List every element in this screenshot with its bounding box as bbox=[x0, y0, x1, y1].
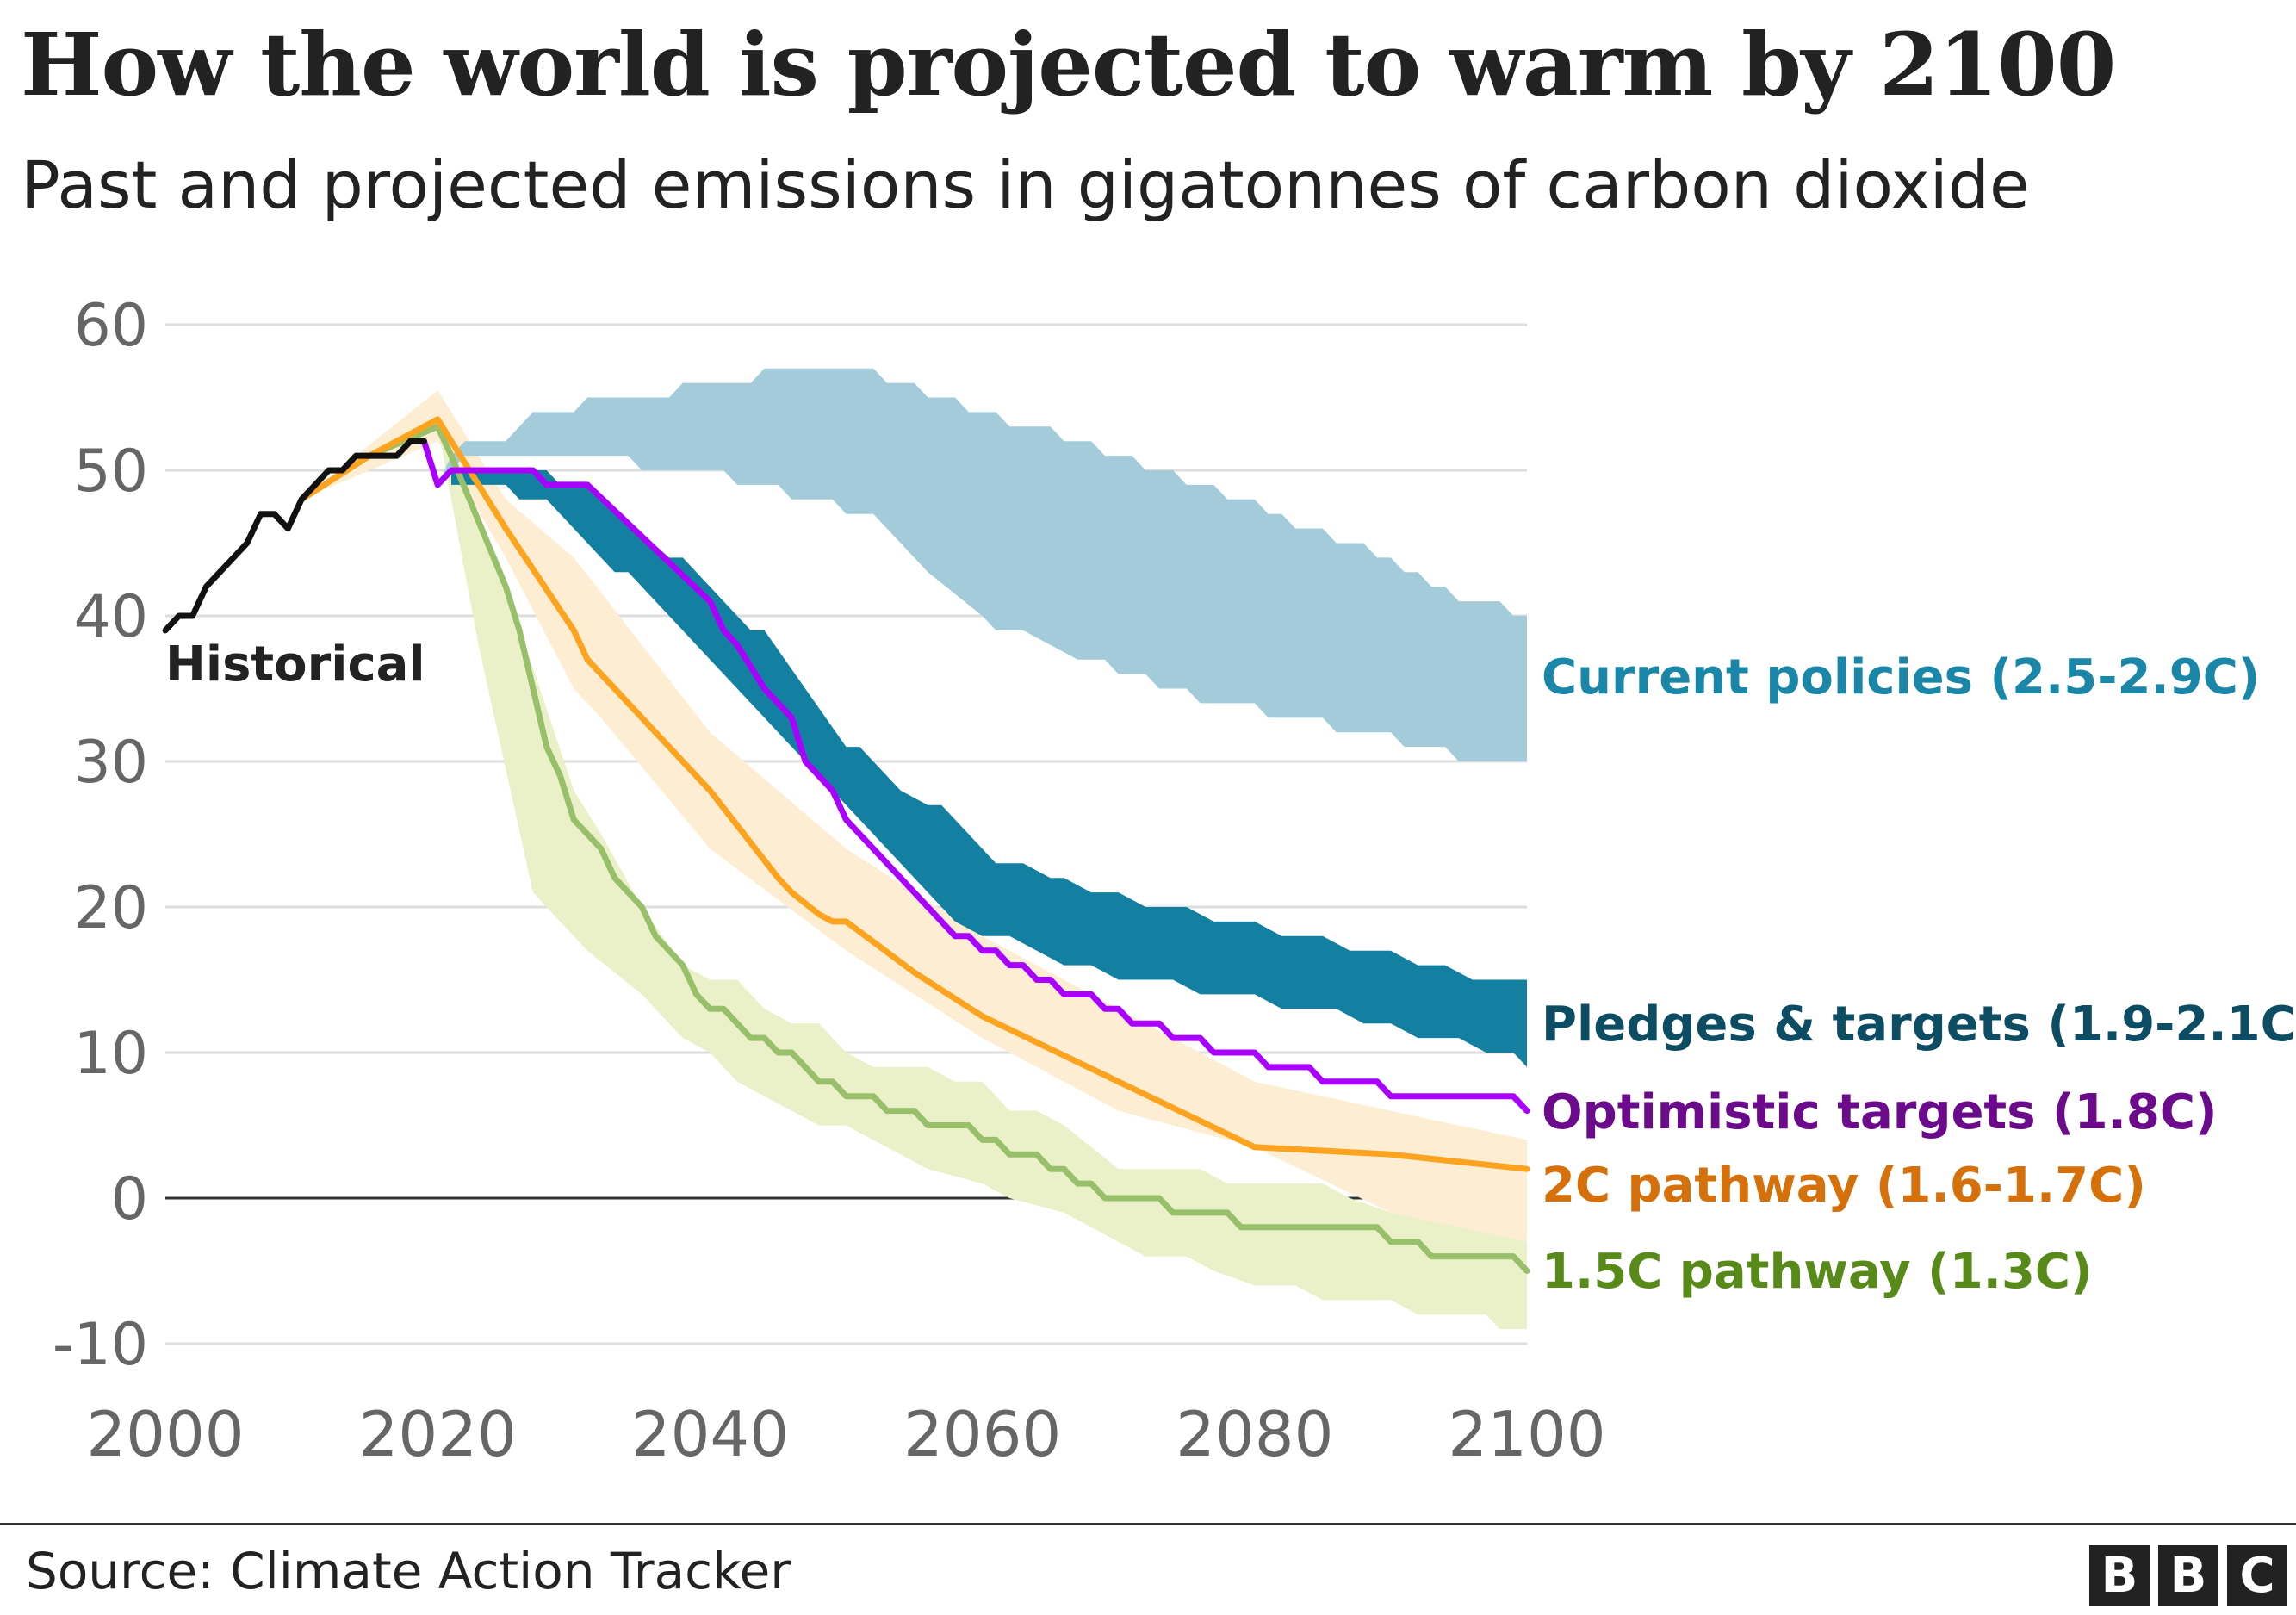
y-tick-label: 0 bbox=[111, 1165, 148, 1233]
logo-letter: B bbox=[2158, 1545, 2218, 1606]
y-tick-label: 60 bbox=[73, 292, 148, 360]
label-current-policies: Current policies (2.5-2.9C) bbox=[1542, 649, 2260, 705]
x-tick-label: 2000 bbox=[86, 1398, 244, 1470]
band-current-policies bbox=[437, 368, 1528, 761]
line-1-5c-pathway bbox=[298, 423, 1530, 1274]
logo-letter: B bbox=[2089, 1545, 2150, 1606]
y-tick-label: -10 bbox=[53, 1311, 148, 1379]
label-optimistic-targets: Optimistic targets (1.8C) bbox=[1542, 1084, 2218, 1140]
label-historical: Historical bbox=[165, 637, 425, 693]
y-tick-label: 10 bbox=[73, 1020, 148, 1088]
x-tick-label: 2060 bbox=[903, 1398, 1061, 1470]
y-tick-label: 40 bbox=[73, 583, 148, 651]
x-tick-label: 2020 bbox=[359, 1398, 517, 1470]
line-2c-pathway bbox=[298, 416, 1530, 1172]
source-note: Source: Climate Action Tracker bbox=[26, 1542, 791, 1600]
line-historical bbox=[162, 438, 427, 634]
x-tick-label: 2040 bbox=[631, 1398, 789, 1470]
label-2c-pathway: 2C pathway (1.6-1.7C) bbox=[1542, 1158, 2146, 1214]
y-tick-label: 20 bbox=[73, 874, 148, 942]
chart-subtitle: Past and projected emissions in gigatonn… bbox=[21, 146, 2030, 223]
band-2c-pathway bbox=[301, 390, 1528, 1286]
logo-letter: C bbox=[2227, 1545, 2287, 1606]
y-tick-label: 30 bbox=[73, 729, 148, 797]
y-tick-label: 50 bbox=[73, 438, 148, 506]
x-tick-label: 2080 bbox=[1176, 1398, 1333, 1470]
label-1-5c-pathway: 1.5C pathway (1.3C) bbox=[1542, 1244, 2093, 1300]
label-pledges-targets: Pledges & targets (1.9-2.1C) bbox=[1542, 997, 2296, 1053]
line-optimistic-targets bbox=[420, 438, 1530, 1115]
footer-divider bbox=[0, 1523, 2296, 1525]
chart-title: How the world is projected to warm by 21… bbox=[21, 14, 2116, 115]
x-tick-label: 2100 bbox=[1448, 1398, 1605, 1470]
